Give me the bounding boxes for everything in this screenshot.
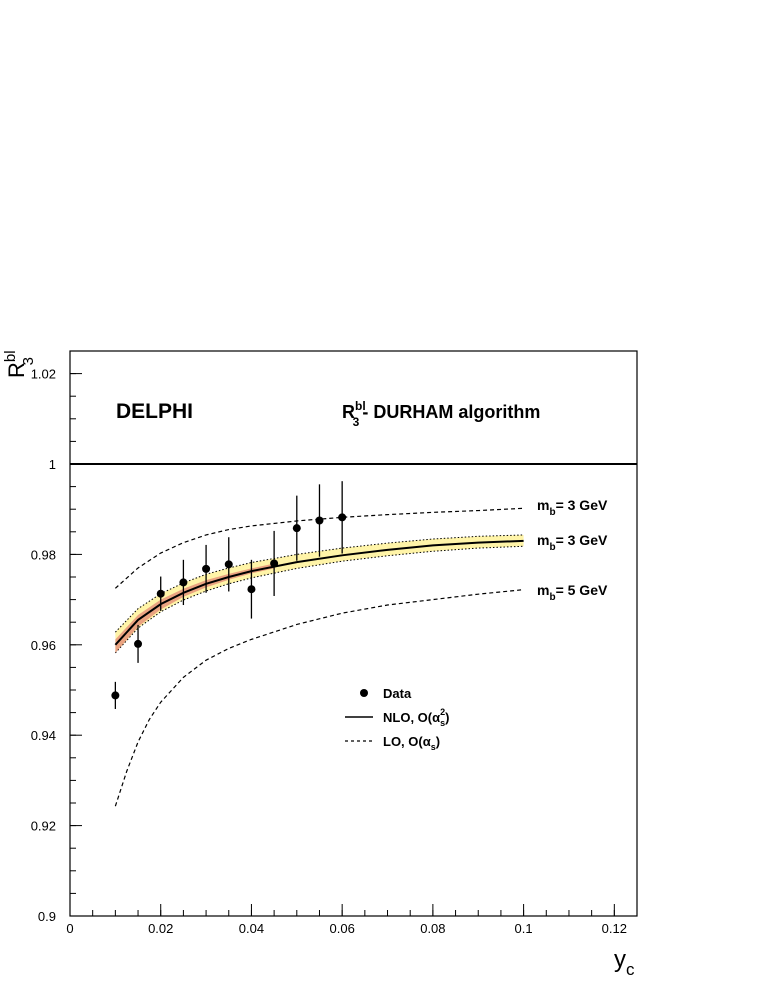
y-tick-label: 1 — [49, 457, 56, 472]
data-point — [156, 589, 165, 598]
y-axis-label: Rbl3 — [2, 350, 37, 378]
legend-nlo-label: NLO, O(αs2) — [383, 707, 449, 728]
legend-data-marker — [360, 689, 368, 697]
x-axis-label: yc — [614, 946, 635, 979]
chart-title: Rbl 3- DURHAM algorithm — [342, 399, 540, 429]
curve-label-lo-3gev: mb= 3 GeV — [537, 497, 608, 518]
curve-lo-5 — [114, 589, 524, 807]
curve-label-nlo-3gev: mb= 3 GeV — [537, 532, 608, 553]
data-point — [292, 524, 301, 533]
data-point — [270, 559, 279, 568]
data-point — [134, 639, 143, 648]
curve-label-lo-5gev: mb= 5 GeV — [537, 582, 608, 603]
data-point — [224, 560, 233, 569]
data-points — [111, 481, 347, 709]
experiment-label: DELPHI — [116, 400, 193, 423]
y-tick-label: 1.02 — [31, 367, 56, 382]
data-point — [179, 578, 188, 587]
x-tick-label: 0.1 — [515, 921, 533, 936]
legend-data-label: Data — [383, 686, 412, 701]
y-tick-label: 0.94 — [31, 728, 56, 743]
x-tick-label: 0.12 — [602, 921, 627, 936]
curve-lo-3 — [114, 507, 524, 589]
y-tick-label: 0.92 — [31, 819, 56, 834]
data-point — [338, 513, 347, 522]
x-tick-label: 0 — [66, 921, 73, 936]
y-tick-label: 0.9 — [38, 909, 56, 924]
y-tick-label: 0.96 — [31, 638, 56, 653]
data-point — [202, 564, 211, 573]
legend: Data NLO, O(αs2) LO, O(αs) — [345, 686, 449, 752]
legend-lo-label: LO, O(αs) — [383, 734, 440, 752]
data-point — [315, 516, 324, 525]
axis-ticks: 0 0.02 0.04 0.06 0.08 0.1 0.12 0.9 0.92 0.94 0.96 0… — [31, 350, 638, 936]
x-tick-label: 0.06 — [330, 921, 355, 936]
x-tick-label: 0.02 — [148, 921, 173, 936]
data-point — [111, 691, 120, 700]
x-tick-label: 0.08 — [420, 921, 445, 936]
plot-frame — [69, 350, 638, 917]
y-tick-label: 0.98 — [31, 547, 56, 562]
data-point — [247, 585, 256, 594]
x-tick-label: 0.04 — [239, 921, 264, 936]
